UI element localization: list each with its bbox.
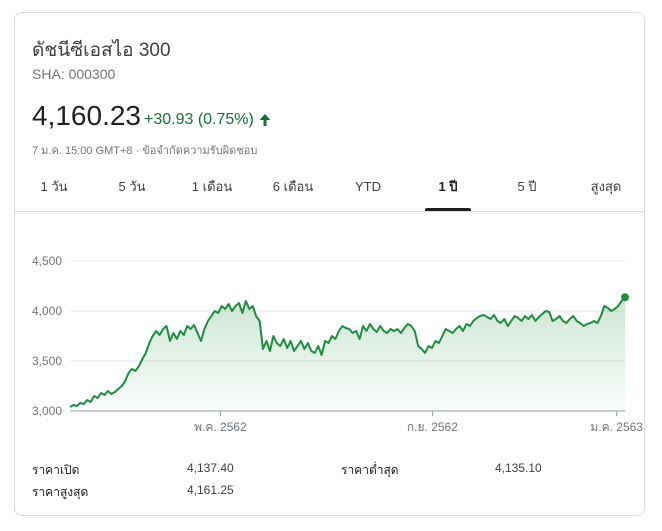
index-title: ดัชนีซีเอสไอ 300 [32, 40, 171, 61]
tab-ytd[interactable]: YTD [355, 179, 381, 194]
price-change-value: +30.93 (0.75%) [144, 111, 254, 128]
tab-1-month[interactable]: 1 เดือน [191, 179, 233, 194]
price-chart[interactable]: 4,500 4,000 3,500 3,000 พ.ค. 2562 ก.ย. 2562 ม… [15, 233, 644, 443]
x-tick-label: ม.ค. 2563 [590, 420, 643, 434]
tab-1-year[interactable]: 1 ปี [425, 173, 471, 211]
tab-max[interactable]: สูงสุด [590, 179, 622, 194]
range-tabs: 1 วัน 5 วัน 1 เดือน 6 เดือน YTD 1 ปี 5 ป… [15, 173, 644, 212]
price-line [69, 296, 626, 408]
stock-card: ดัชนีซีเอสไอ 300 SHA: 000300 4,160.23 +3… [14, 12, 645, 516]
stat-low-label: ราคาต่ำสุด [341, 463, 399, 477]
tab-5-day[interactable]: 5 วัน [118, 179, 146, 194]
tab-6-month[interactable]: 6 เดือน [272, 179, 314, 194]
y-tick-label: 3,000 [32, 404, 62, 418]
price-area [70, 297, 625, 411]
x-tick-label: พ.ค. 2562 [194, 420, 247, 434]
ticker-symbol: SHA: 000300 [32, 66, 116, 82]
tab-5-year[interactable]: 5 ปี [517, 179, 537, 194]
current-price: 4,160.23 [32, 100, 141, 131]
arrow-up-icon [259, 114, 271, 126]
price-change: +30.93 (0.75%) [144, 111, 272, 129]
x-tick-label: ก.ย. 2562 [407, 420, 458, 434]
stat-low-value: 4,135.10 [495, 461, 542, 475]
y-tick-label: 4,000 [32, 304, 62, 318]
tab-1-day[interactable]: 1 วัน [40, 179, 68, 194]
last-price-dot [621, 293, 629, 302]
stat-high-value: 4,161.25 [187, 483, 234, 497]
stat-high-label: ราคาสูงสุด [32, 485, 89, 499]
y-tick-label: 4,500 [32, 254, 62, 268]
y-tick-label: 3,500 [32, 354, 62, 368]
stat-open-value: 4,137.40 [187, 461, 234, 475]
timestamp-disclaimer[interactable]: 7 ม.ค. 15:00 GMT+8 · ข้อจำกัดความรับผิดช… [32, 145, 258, 157]
stat-open-label: ราคาเปิด [32, 463, 80, 477]
